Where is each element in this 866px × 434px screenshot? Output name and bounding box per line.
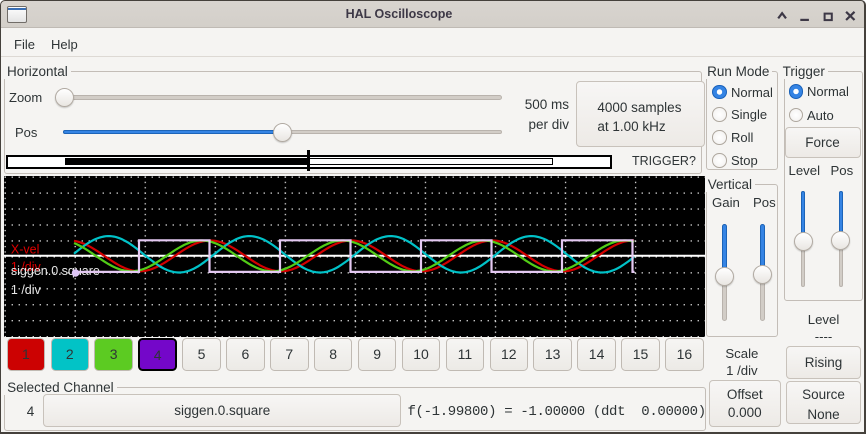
- svg-text:1 /div: 1 /div: [11, 260, 42, 274]
- svg-text:X-vel: X-vel: [11, 242, 39, 256]
- svg-text:1 /div: 1 /div: [11, 283, 42, 297]
